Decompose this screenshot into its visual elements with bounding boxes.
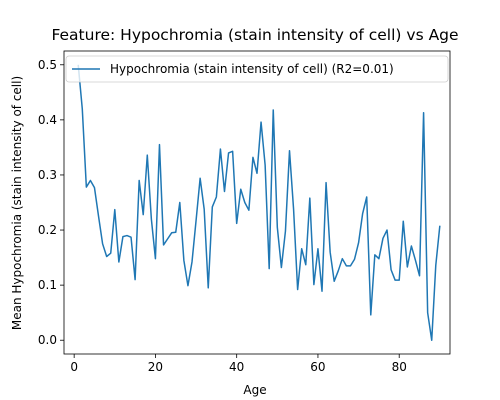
legend-box [65, 55, 449, 83]
y-axis: 0.0 0.1 0.2 0.3 0.4 0.5 [38, 58, 64, 347]
y-tick-label: 0.0 [38, 333, 57, 347]
series-line-0 [77, 64, 441, 341]
x-tick-label: 0 [70, 360, 78, 374]
y-tick-label: 0.3 [38, 168, 57, 182]
x-tick-label: 40 [229, 360, 244, 374]
legend-entry: Hypochromia (stain intensity of cell) (R… [110, 62, 394, 76]
y-tick-label: 0.1 [38, 278, 57, 292]
axes-frame [63, 50, 451, 355]
y-tick-label: 0.2 [38, 223, 57, 237]
y-axis-label: Mean Hypochromia (stain intensity of cel… [10, 76, 24, 330]
legend: Hypochromia (stain intensity of cell) (R… [65, 55, 449, 83]
x-tick-label: 20 [148, 360, 163, 374]
chart-title: Feature: Hypochromia (stain intensity of… [51, 26, 458, 44]
x-axis-label: Age [243, 383, 266, 397]
plot-area [77, 64, 441, 341]
y-tick-label: 0.5 [38, 58, 57, 72]
x-tick-label: 60 [310, 360, 325, 374]
x-tick-label: 80 [392, 360, 407, 374]
y-tick-label: 0.4 [38, 113, 57, 127]
x-axis: 0 20 40 60 80 [70, 354, 407, 374]
